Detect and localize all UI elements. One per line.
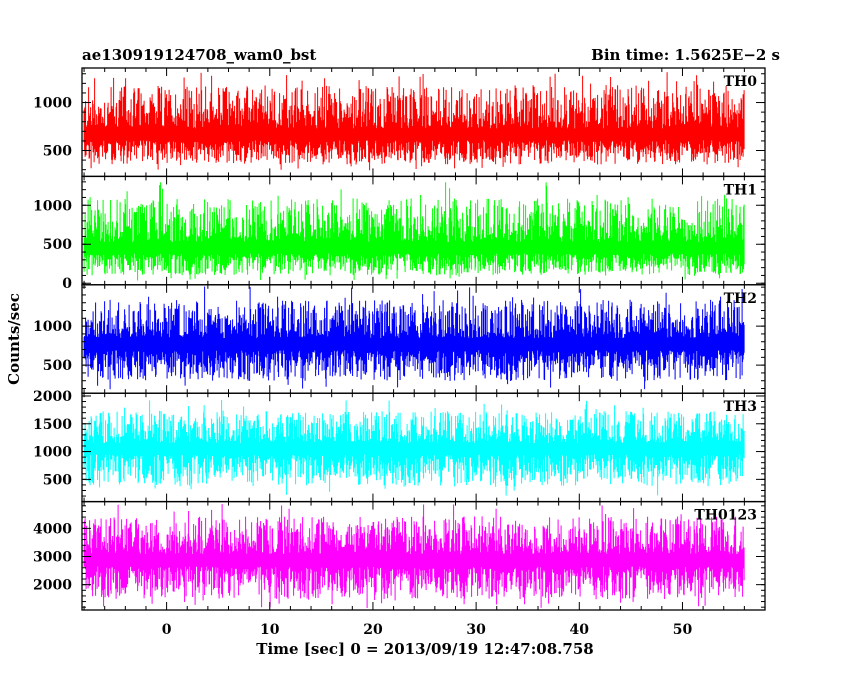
y-tick-label: 0 — [62, 276, 72, 292]
y-tick-label: 500 — [43, 143, 72, 159]
panel-th1: 0 500 1000 TH1 — [33, 175, 766, 292]
y-axis-label: Counts/sec — [5, 293, 23, 385]
y-tick-label: 1000 — [33, 96, 72, 112]
panel-frame — [81, 500, 766, 611]
series-th1 — [83, 182, 745, 281]
y-tick-label: 3000 — [33, 550, 72, 566]
x-axis-label: Time [sec] 0 = 2013/09/19 12:47:08.758 — [256, 640, 593, 658]
y-tick-label: 1000 — [33, 198, 72, 214]
x-tick-label: 0 — [162, 622, 172, 638]
series-th0123 — [83, 504, 745, 608]
bin-time-label: Bin time: 1.5625E−2 s — [591, 46, 780, 64]
panel-th0123: 2000 3000 4000 TH0123 — [33, 500, 766, 611]
y-tick-label: 500 — [43, 472, 72, 488]
panel-th0: 500 1000 TH0 — [33, 67, 766, 178]
y-tick-label: 1500 — [33, 417, 72, 433]
x-tick-label: 10 — [260, 622, 280, 638]
observation-title: ae130919124708_wam0_bst — [82, 46, 316, 64]
y-tick-label: 1000 — [33, 445, 72, 461]
x-axis: 0 10 20 30 40 50 — [162, 622, 693, 638]
x-tick-label: 20 — [363, 622, 383, 638]
panel-label: TH1 — [724, 182, 757, 198]
panel-label: TH2 — [724, 291, 757, 307]
panel-th3: 500 1000 1500 2000 TH3 — [33, 389, 766, 503]
series-th0 — [83, 72, 745, 171]
x-tick-label: 30 — [466, 622, 486, 638]
y-tick-label: 500 — [43, 358, 72, 374]
panel-label: TH3 — [724, 399, 757, 415]
y-tick-label: 2000 — [33, 578, 72, 594]
y-tick-label: 500 — [43, 237, 72, 253]
y-tick-label: 4000 — [33, 521, 72, 537]
x-tick-label: 40 — [570, 622, 590, 638]
panel-label: TH0123 — [694, 508, 757, 524]
panel-label: TH0 — [724, 74, 758, 90]
x-tick-label: 50 — [673, 622, 693, 638]
y-tick-label: 2000 — [33, 389, 72, 405]
y-tick-label: 1000 — [33, 319, 72, 335]
series-th2 — [83, 286, 745, 390]
panels-group: 500 1000 TH0 0 500 1000 TH1 500 1000 TH2 500 1000 15… — [33, 67, 766, 611]
panel-th2: 500 1000 TH2 — [33, 284, 766, 394]
series-th3 — [83, 400, 745, 496]
